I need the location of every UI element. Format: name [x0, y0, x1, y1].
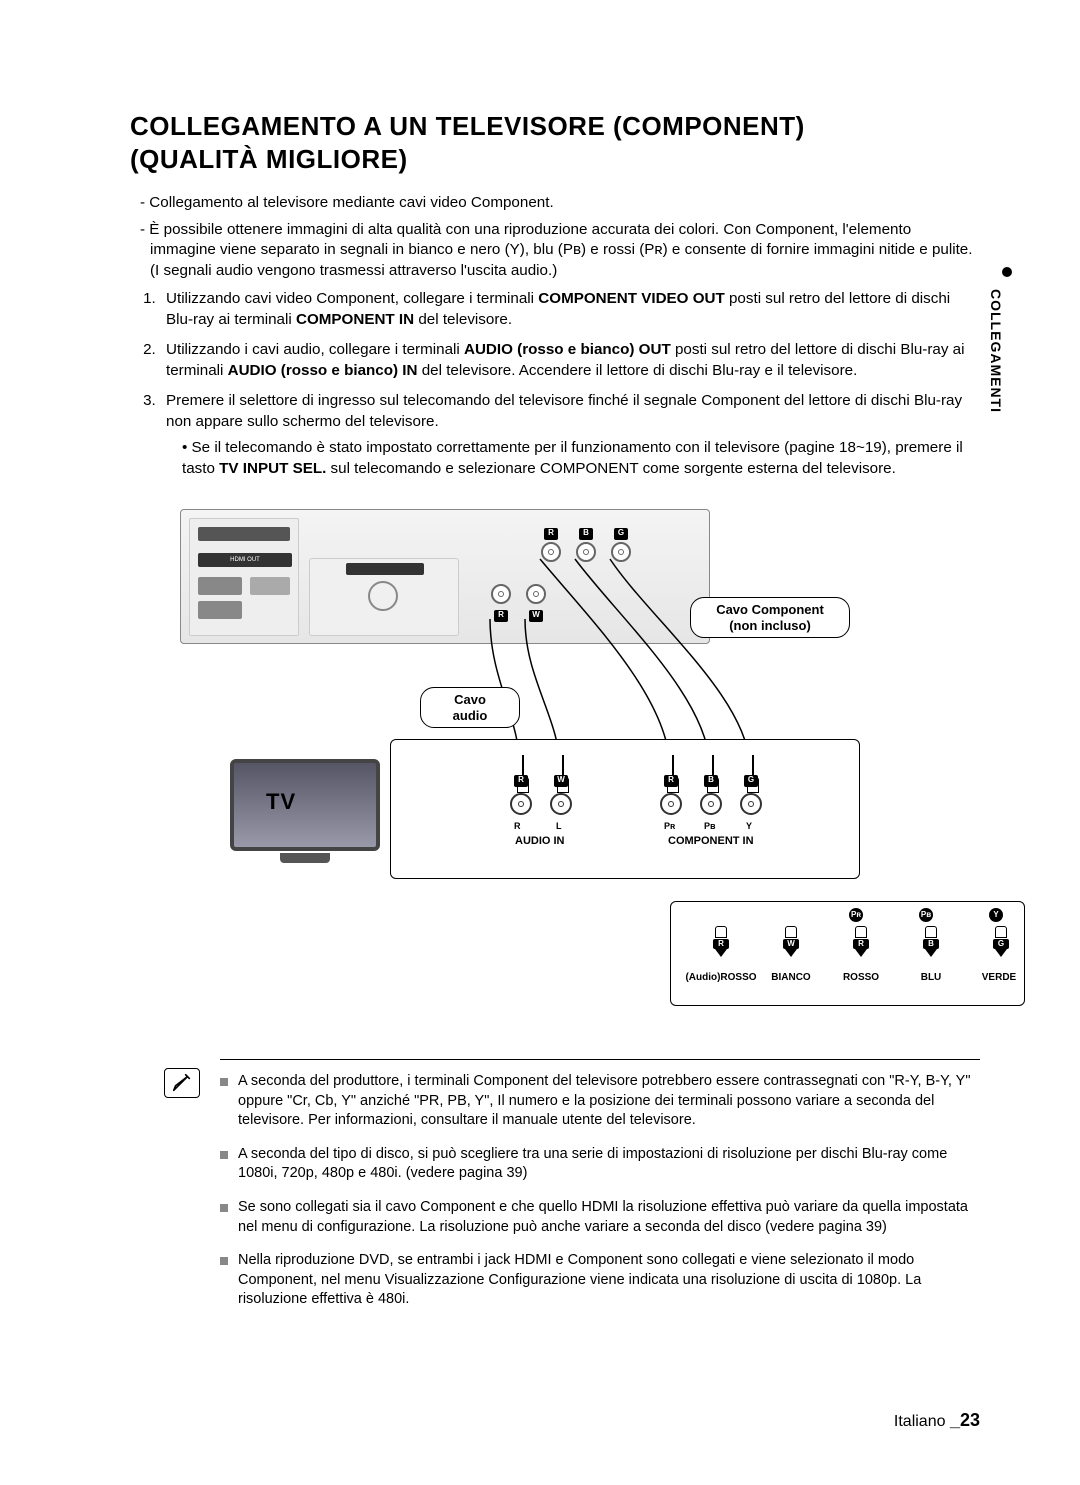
footer-lang: Italiano: [894, 1413, 950, 1430]
note-icon: [164, 1068, 200, 1098]
player-mid-panel: [309, 558, 459, 636]
component-in-label: COMPONENT IN: [668, 835, 754, 847]
hdmi-out-label: HDMI OUT: [198, 553, 292, 567]
note-1: A seconda del produttore, i terminali Co…: [220, 1072, 980, 1131]
cable-legend: Pʀ Pʙ Y R W R B G (Audio)ROSSO BIANCO RO…: [670, 901, 1025, 1006]
step-1: Utilizzando cavi video Component, colleg…: [160, 289, 980, 330]
footer-page: _23: [950, 1410, 980, 1430]
intro-1: - Collegamento al televisore mediante ca…: [130, 193, 980, 214]
tv-icon: [230, 759, 380, 869]
intro-2: - È possibile ottenere immagini di alta …: [130, 220, 980, 282]
note-3: Se sono collegati sia il cavo Component …: [220, 1198, 980, 1237]
step-3: Premere il selettore di ingresso sul tel…: [160, 391, 980, 479]
player-left-panel: HDMI OUT: [189, 518, 299, 636]
side-tab: COLLEGAMENTI: [988, 285, 1020, 430]
step-2: Utilizzando i cavi audio, collegare i te…: [160, 340, 980, 381]
callout-audio-cable: Cavo audio: [420, 687, 520, 728]
notes-block: A seconda del produttore, i terminali Co…: [220, 1059, 980, 1310]
note-2: A seconda del tipo di disco, si può sceg…: [220, 1145, 980, 1184]
bluray-player-rear: HDMI OUT R B G R W: [180, 509, 710, 644]
title-line-2: (QUALITÀ MIGLIORE): [130, 144, 408, 174]
note-4: Nella riproduzione DVD, se entrambi i ja…: [220, 1251, 980, 1310]
title-line-1: COLLEGAMENTO A UN TELEVISORE (COMPONENT): [130, 111, 805, 141]
step-3-sub: Se il telecomando è stato impostato corr…: [182, 438, 980, 479]
intro-block: - Collegamento al televisore mediante ca…: [130, 193, 980, 281]
side-tab-label: COLLEGAMENTI: [988, 285, 1004, 413]
side-tab-dot: [1002, 267, 1012, 277]
page-title: COLLEGAMENTO A UN TELEVISORE (COMPONENT)…: [130, 110, 980, 175]
tv-label: TV: [266, 789, 296, 815]
audio-in-label: AUDIO IN: [515, 835, 565, 847]
tv-rear-panel: [390, 739, 860, 879]
player-output-jacks: R B G R W: [481, 524, 681, 632]
page-footer: Italiano _23: [894, 1410, 980, 1431]
connection-diagram: HDMI OUT R B G R W: [170, 509, 890, 1039]
steps-list: Utilizzando cavi video Component, colleg…: [130, 289, 980, 479]
callout-component-cable: Cavo Component (non incluso): [690, 597, 850, 638]
